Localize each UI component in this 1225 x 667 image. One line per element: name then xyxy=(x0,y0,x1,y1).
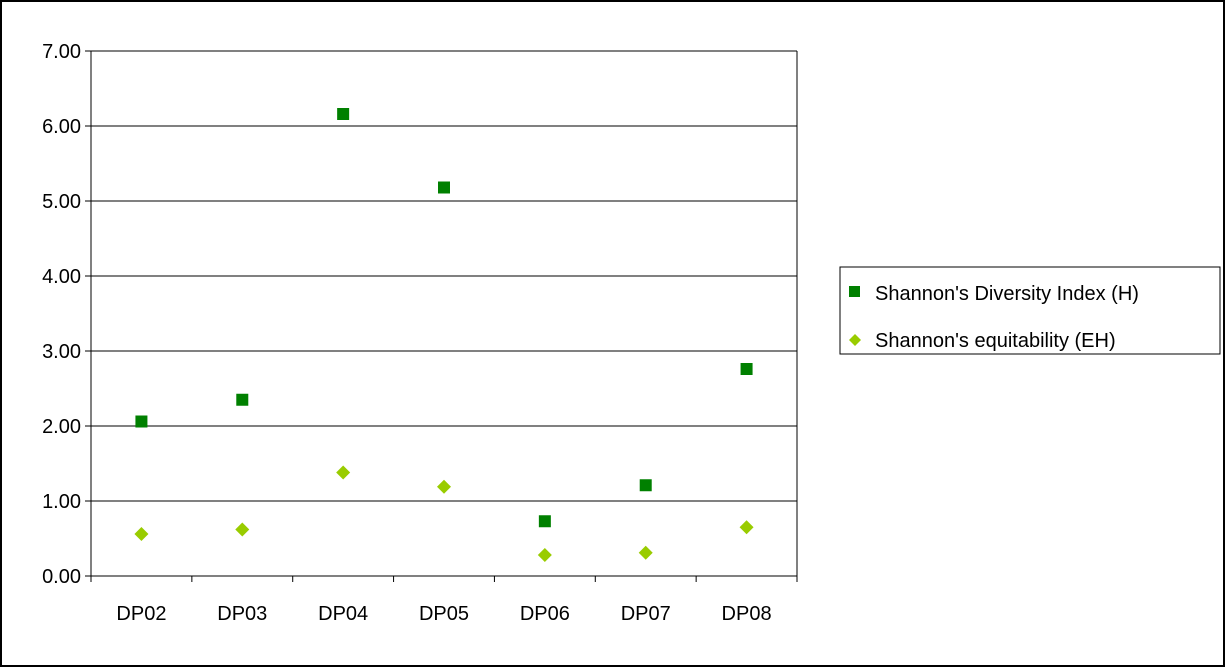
equitability-point xyxy=(537,548,552,562)
x-tick-label: DP08 xyxy=(722,603,772,625)
diversity-point xyxy=(538,515,551,528)
equitability-point xyxy=(638,545,653,560)
y-tick-label: 6.00 xyxy=(42,116,81,138)
x-tick-label: DP05 xyxy=(419,603,469,625)
diversity-point xyxy=(438,181,450,194)
x-tick-label: DP02 xyxy=(116,603,166,625)
legend-swatch-diversity xyxy=(849,286,860,297)
legend-swatch-equitability xyxy=(849,334,861,346)
legend-label-diversity: Shannon's Diversity Index (H) xyxy=(875,283,1139,305)
y-tick-label: 5.00 xyxy=(42,191,81,213)
y-tick-label: 4.00 xyxy=(42,266,81,288)
gridlines xyxy=(91,50,797,502)
x-tick-label: DP07 xyxy=(621,603,671,625)
y-tick-labels: 0.00 1.00 2.00 3.00 4.00 5.00 6.00 7.00 xyxy=(42,41,81,588)
equitability-point xyxy=(235,522,250,537)
y-tick-label: 0.00 xyxy=(42,566,81,588)
x-tick-label: DP03 xyxy=(217,603,267,625)
legend-label-equitability: Shannon's equitability (EH) xyxy=(875,330,1116,352)
y-tick-label: 1.00 xyxy=(42,491,81,513)
diversity-point xyxy=(740,363,753,375)
axes xyxy=(85,50,798,582)
equitability-point xyxy=(739,520,754,535)
diversity-point xyxy=(337,108,350,120)
legend: Shannon's Diversity Index (H) Shannon's … xyxy=(839,266,1221,355)
equitability-point xyxy=(134,527,149,541)
x-tick-labels: DP02 DP03 DP04 DP05 DP06 DP07 DP08 xyxy=(116,603,771,625)
legend-box xyxy=(839,266,1221,355)
diversity-point xyxy=(135,415,148,428)
y-tick-label: 7.00 xyxy=(42,41,81,63)
y-tick-label: 2.00 xyxy=(42,416,81,438)
data-marks xyxy=(134,108,754,562)
diversity-point xyxy=(639,479,652,492)
x-tick-label: DP06 xyxy=(520,603,570,625)
diversity-point xyxy=(236,393,249,406)
equitability-point xyxy=(336,465,351,480)
x-tick-label: DP04 xyxy=(318,603,368,625)
y-tick-label: 3.00 xyxy=(42,341,81,363)
equitability-point xyxy=(437,479,451,494)
